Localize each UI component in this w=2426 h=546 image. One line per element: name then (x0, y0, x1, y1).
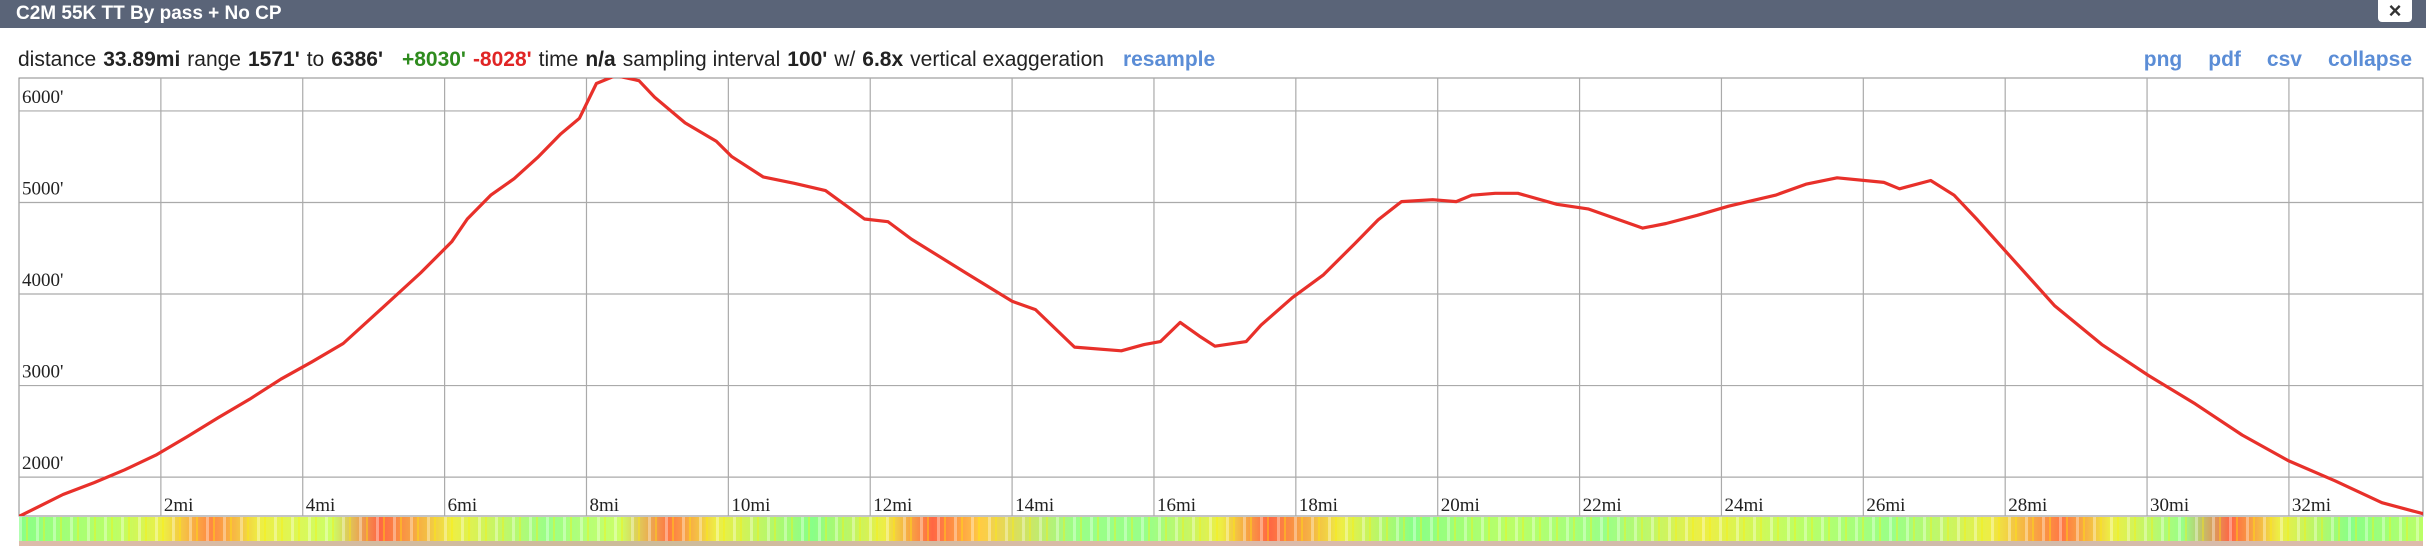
stat-text: sampling interval (622, 48, 781, 71)
stat-text: time (538, 48, 579, 71)
x-tick-label: 6mi (448, 495, 478, 516)
export-link[interactable]: pdf (2208, 48, 2241, 71)
x-tick-label: 30mi (2150, 495, 2189, 516)
export-link[interactable]: collapse (2327, 48, 2412, 71)
stats-line: distance 33.89mi range 1571' to 6386' +8030' -8… (18, 48, 1222, 72)
window-title: C2M 55K TT By pass + No CP (16, 3, 282, 24)
close-button[interactable]: × (2378, 0, 2412, 22)
stat-text: -8028' (472, 48, 532, 71)
stat-text: vertical exaggeration (910, 48, 1104, 71)
x-tick-label: 18mi (1299, 495, 1338, 516)
x-tick-label: 14mi (1015, 495, 1054, 516)
plot-frame (18, 77, 2424, 517)
y-tick-label: 4000' (22, 270, 63, 291)
x-tick-label: 24mi (1724, 495, 1763, 516)
stat-text: 1571' (248, 48, 300, 71)
stat-text: range (187, 48, 241, 71)
y-tick-label: 5000' (22, 178, 63, 199)
title-bar: C2M 55K TT By pass + No CP × (0, 0, 2426, 28)
stat-text: distance (18, 48, 97, 71)
stat-text: 6386' (331, 48, 383, 71)
x-tick-label: 32mi (2292, 495, 2331, 516)
x-tick-label: 28mi (2008, 495, 2047, 516)
elevation-line (19, 78, 2423, 516)
y-tick-label: 3000' (22, 362, 63, 383)
grade-strip-shadow (19, 541, 2423, 546)
stat-text: w/ (834, 48, 856, 71)
resample-link[interactable]: resample (1122, 48, 1216, 71)
x-tick-label: 10mi (731, 495, 770, 516)
x-tick-label: 20mi (1441, 495, 1480, 516)
stat-text: n/a (585, 48, 616, 71)
x-tick-label: 12mi (873, 495, 912, 516)
x-tick-label: 8mi (589, 495, 619, 516)
x-tick-label: 4mi (306, 495, 336, 516)
x-tick-label: 22mi (1583, 495, 1622, 516)
y-tick-label: 2000' (22, 453, 63, 474)
stat-text: 100' (787, 48, 828, 71)
y-tick-label: 6000' (22, 87, 63, 108)
x-tick-label: 2mi (164, 495, 194, 516)
grade-strip (19, 517, 2423, 541)
export-links: png pdf csv collapse (2118, 48, 2412, 72)
stat-text: to (306, 48, 325, 71)
x-tick-label: 16mi (1157, 495, 1196, 516)
export-link[interactable]: png (2143, 48, 2183, 71)
stat-text: +8030' (401, 48, 466, 71)
x-tick-label: 26mi (1866, 495, 1905, 516)
stat-text: 33.89mi (103, 48, 181, 71)
stat-text: 6.8x (862, 48, 904, 71)
export-link[interactable]: csv (2266, 48, 2302, 71)
